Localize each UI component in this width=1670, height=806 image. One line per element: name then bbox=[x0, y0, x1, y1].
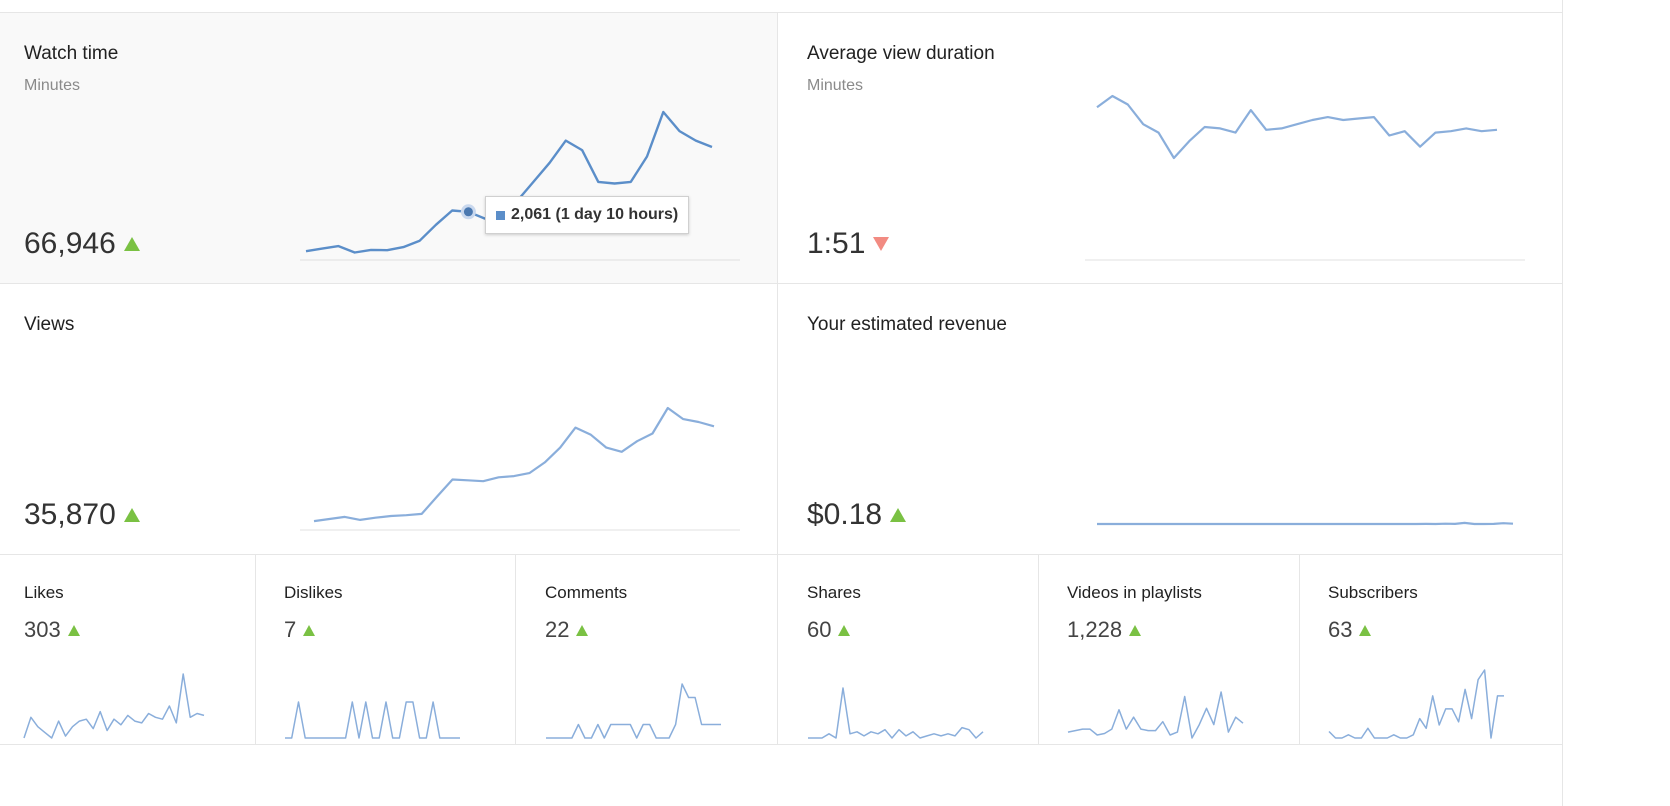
metric-value: 35,870 bbox=[24, 498, 116, 531]
right-divider bbox=[1562, 0, 1563, 806]
subscribers-card[interactable]: Subscribers 63 bbox=[1300, 555, 1562, 745]
likes-sparkline bbox=[23, 673, 205, 739]
trend-down-icon bbox=[873, 237, 890, 251]
card-subtitle: Minutes bbox=[24, 77, 81, 94]
metric-value: 303 bbox=[24, 617, 61, 642]
avg_view_duration-series-line bbox=[1096, 94, 1498, 160]
metric-value: 1:51 bbox=[807, 227, 866, 260]
series-swatch-icon bbox=[496, 210, 505, 220]
card-title: Views bbox=[24, 314, 75, 335]
videos-in-playlists-metric: 1,228 bbox=[1067, 617, 1142, 643]
trend-up-icon bbox=[576, 624, 589, 636]
videos_in_playlists-series-line bbox=[1067, 691, 1244, 739]
views-metric: 35,870 bbox=[24, 498, 140, 532]
shares-sparkline bbox=[808, 687, 984, 739]
views-card[interactable]: Views 35,870 bbox=[0, 284, 778, 555]
dislikes-card[interactable]: Dislikes 7 bbox=[256, 555, 516, 745]
card-title: Shares bbox=[807, 583, 861, 602]
likes-metric: 303 bbox=[24, 617, 80, 643]
trend-up-icon bbox=[890, 508, 907, 522]
card-title: Likes bbox=[24, 583, 64, 602]
revenue-series-line bbox=[1097, 521, 1514, 526]
shares-card[interactable]: Shares 60 bbox=[778, 555, 1039, 745]
likes-series-line bbox=[23, 673, 205, 739]
dislikes-metric: 7 bbox=[284, 617, 316, 643]
highlighted-data-point[interactable] bbox=[460, 204, 476, 220]
metric-value: $0.18 bbox=[807, 498, 883, 531]
revenue-chart[interactable] bbox=[1085, 500, 1525, 530]
top-divider bbox=[0, 12, 1562, 13]
avg-view-duration-metric: 1:51 bbox=[807, 227, 890, 261]
shares-metric: 60 bbox=[807, 617, 851, 643]
trend-up-icon bbox=[123, 237, 140, 251]
trend-up-icon bbox=[303, 624, 316, 636]
metric-value: 22 bbox=[545, 617, 570, 642]
comments-card[interactable]: Comments 22 bbox=[516, 555, 778, 745]
comments-series-line bbox=[546, 683, 721, 739]
watch-time-chart[interactable] bbox=[300, 110, 740, 261]
card-title: Watch time bbox=[24, 43, 119, 64]
subscribers-metric: 63 bbox=[1328, 617, 1372, 643]
trend-up-icon bbox=[1129, 624, 1142, 636]
views-chart[interactable] bbox=[300, 400, 740, 531]
watch-time-card[interactable]: Watch time Minutes 66,946 bbox=[0, 13, 778, 284]
card-title: Videos in playlists bbox=[1067, 583, 1202, 602]
views-series-line bbox=[313, 406, 715, 523]
watch-time-metric: 66,946 bbox=[24, 227, 140, 261]
comments-metric: 22 bbox=[545, 617, 589, 643]
card-title: Comments bbox=[545, 583, 628, 602]
card-title: Dislikes bbox=[284, 583, 343, 602]
avg-view-duration-chart[interactable] bbox=[1085, 90, 1525, 261]
card-subtitle: Minutes bbox=[807, 77, 864, 94]
avg-view-duration-card[interactable]: Average view duration Minutes 1:51 bbox=[778, 13, 1562, 284]
videos-in-playlists-card[interactable]: Videos in playlists 1,228 bbox=[1039, 555, 1300, 745]
subscribers-series-line bbox=[1328, 669, 1504, 739]
metric-value: 63 bbox=[1328, 617, 1353, 642]
comments-sparkline bbox=[546, 683, 721, 739]
trend-up-icon bbox=[67, 624, 80, 636]
metric-value: 60 bbox=[807, 617, 832, 642]
metric-value: 66,946 bbox=[24, 227, 116, 260]
trend-up-icon bbox=[123, 508, 140, 522]
revenue-card[interactable]: Your estimated revenue $0.18 bbox=[778, 284, 1562, 555]
videos-in-playlists-sparkline bbox=[1067, 691, 1244, 739]
subscribers-sparkline bbox=[1328, 669, 1504, 739]
metric-value: 7 bbox=[284, 617, 297, 642]
card-title: Subscribers bbox=[1328, 583, 1418, 602]
metric-value: 1,228 bbox=[1067, 617, 1123, 642]
trend-up-icon bbox=[838, 624, 851, 636]
revenue-metric: $0.18 bbox=[807, 498, 907, 532]
chart-tooltip: 2,061 (1 day 10 hours) bbox=[485, 196, 690, 234]
tooltip-text: 2,061 (1 day 10 hours) bbox=[511, 206, 679, 223]
dislikes-sparkline bbox=[285, 701, 460, 739]
card-title: Average view duration bbox=[807, 43, 995, 64]
shares-series-line bbox=[808, 687, 984, 739]
dislikes-series-line bbox=[285, 701, 460, 739]
trend-up-icon bbox=[1359, 624, 1372, 636]
likes-card[interactable]: Likes 303 bbox=[0, 555, 256, 745]
card-title: Your estimated revenue bbox=[807, 314, 1007, 335]
